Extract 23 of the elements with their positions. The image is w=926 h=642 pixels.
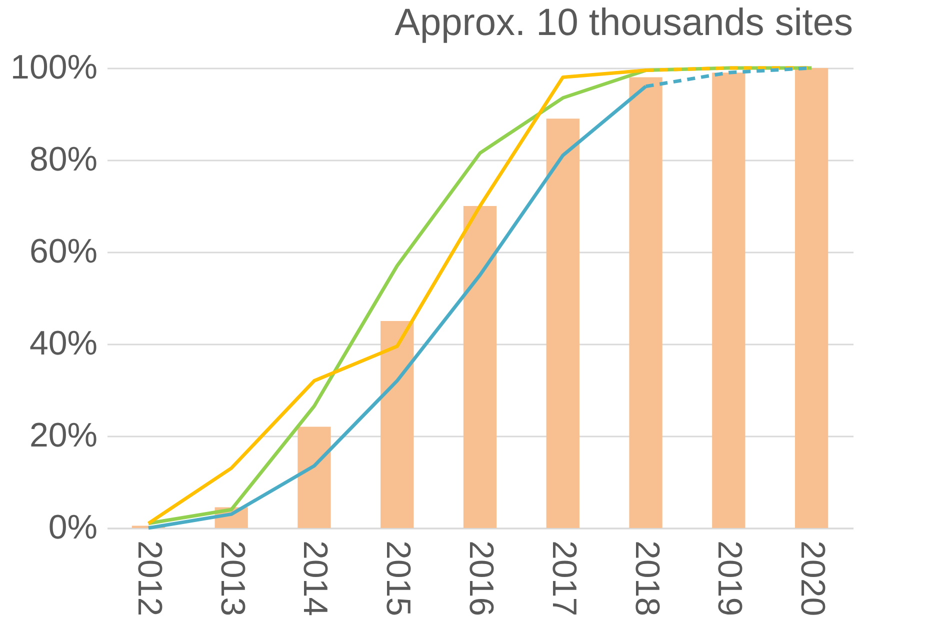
x-tick-label: 2020 [794,540,832,616]
x-tick-label: 2016 [462,540,500,616]
bar [463,206,497,528]
x-tick-label: 2018 [628,540,666,616]
y-tick-label: 100% [10,48,98,86]
chart-title: Approx. 10 thousands sites [394,2,853,44]
y-tick-label: 40% [29,324,98,362]
x-tick-label: 2014 [296,540,334,616]
bar [298,426,331,528]
y-tick-label: 20% [29,416,98,454]
bar [629,77,662,528]
bar [712,72,746,528]
x-tick-label: 2017 [544,540,583,616]
y-tick-label: 60% [29,232,98,270]
x-tick-label: 2012 [130,540,168,616]
bar [380,321,414,528]
x-tick-label: 2015 [379,540,418,616]
x-tick-label: 2019 [710,540,749,616]
y-tick-label: 80% [29,140,98,178]
bar [794,68,828,528]
y-tick-label: 0% [48,508,98,546]
bar [546,118,580,528]
x-tick-label: 2013 [213,540,252,616]
